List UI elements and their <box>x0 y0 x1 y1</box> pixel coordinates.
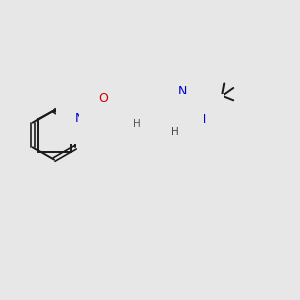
Text: N: N <box>128 106 138 119</box>
Text: N: N <box>196 113 206 126</box>
Text: H: H <box>133 118 140 129</box>
Text: N: N <box>176 119 185 132</box>
Text: N: N <box>75 112 84 125</box>
Text: N: N <box>178 85 188 98</box>
Text: O: O <box>98 92 108 106</box>
Text: H: H <box>171 128 178 137</box>
